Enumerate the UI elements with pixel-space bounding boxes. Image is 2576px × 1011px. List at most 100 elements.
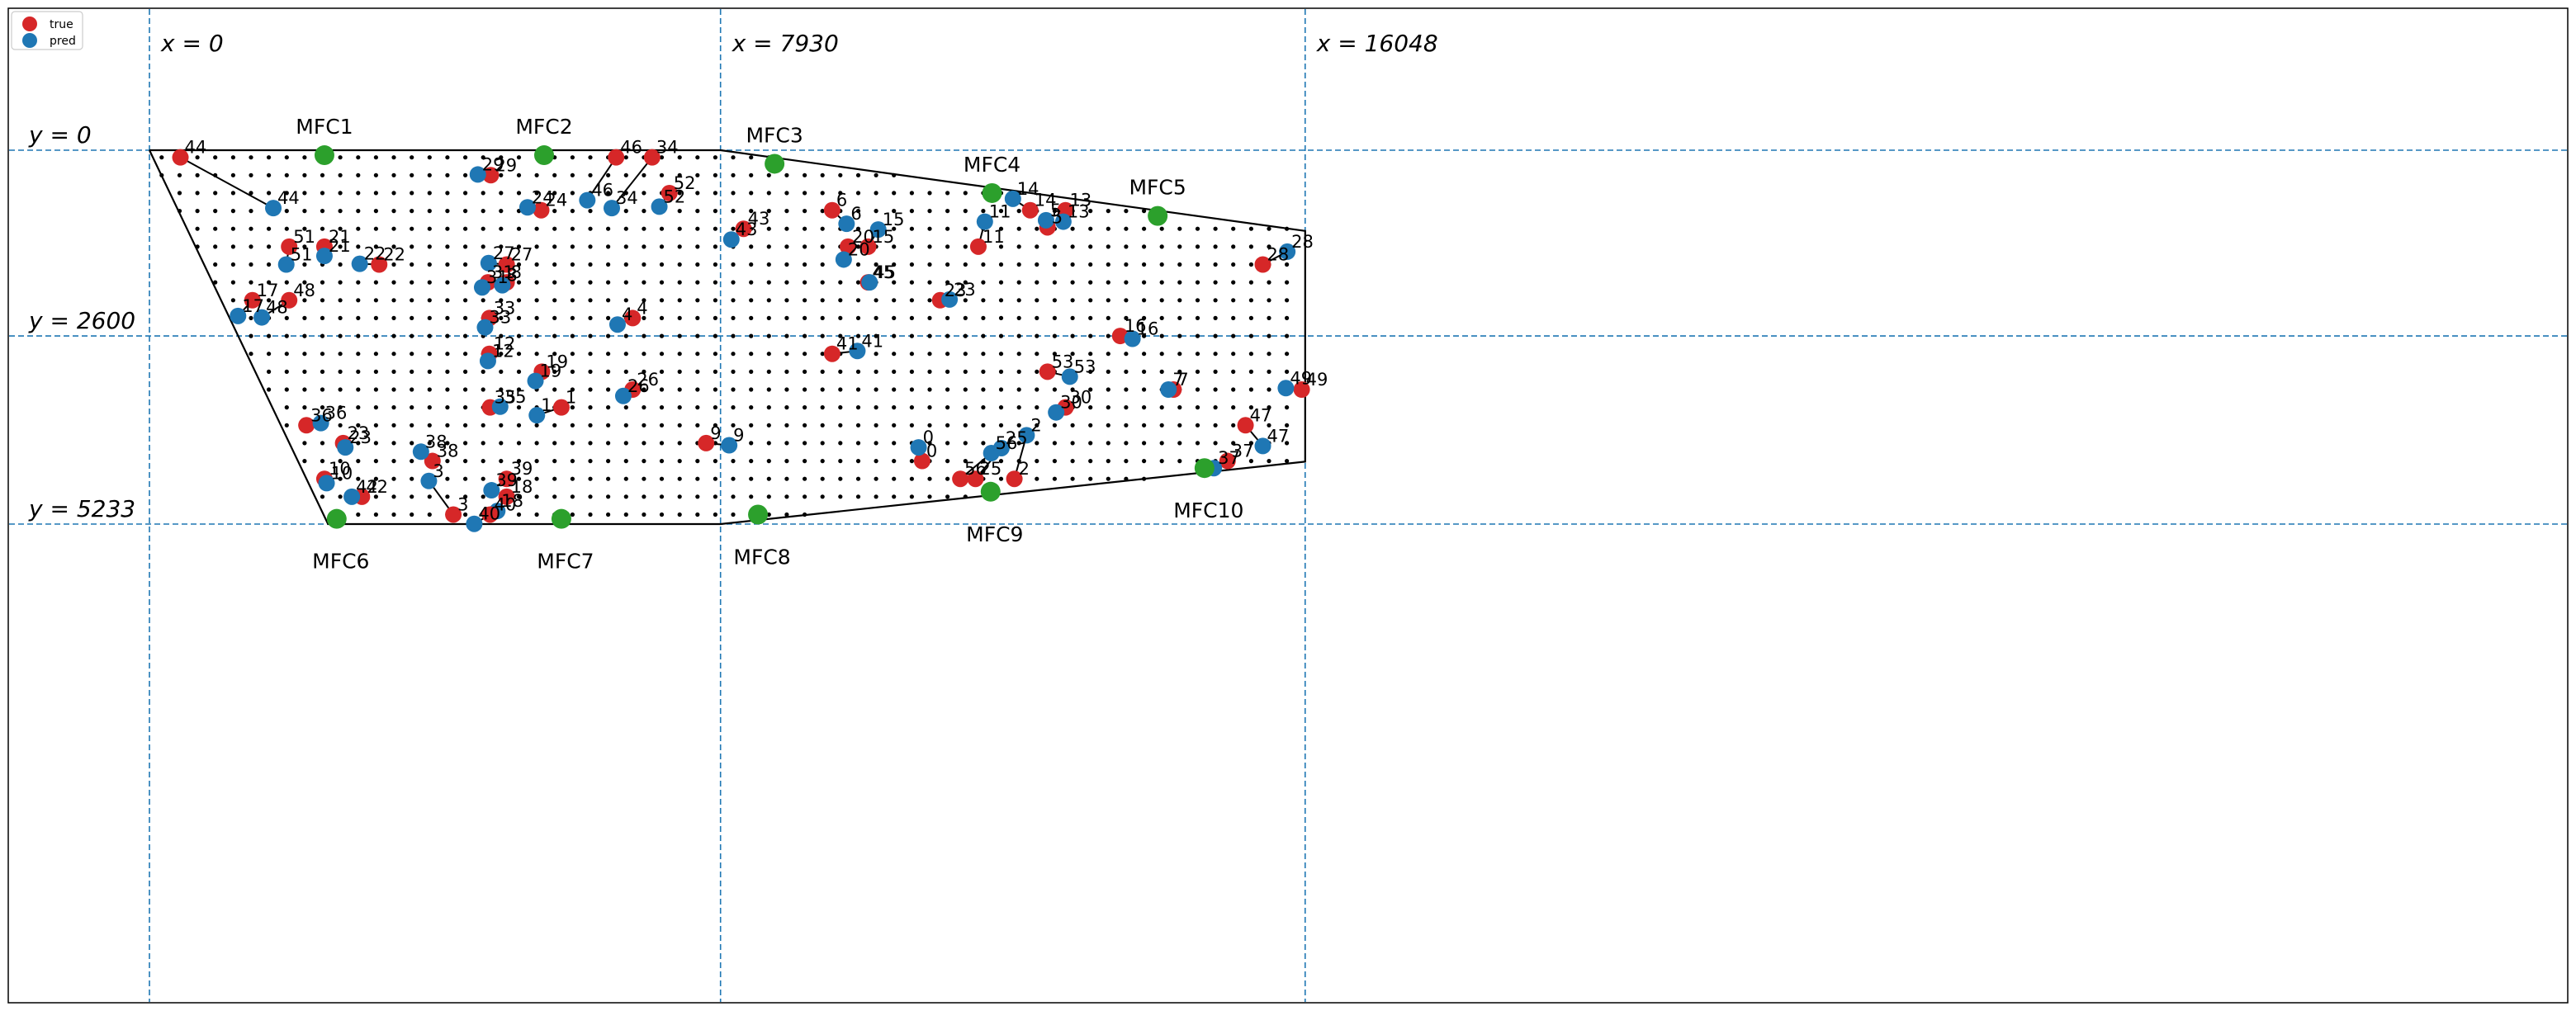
- grid-dot: [784, 298, 789, 303]
- grid-dot: [803, 494, 807, 499]
- grid-dot: [981, 209, 986, 214]
- grid-dot: [1016, 244, 1021, 249]
- grid-dot: [1016, 441, 1021, 446]
- grid-dot: [1124, 476, 1129, 481]
- true-point-label: 56: [964, 459, 987, 479]
- true-point: [244, 291, 261, 309]
- grid-dot: [1088, 476, 1093, 481]
- grid-dot: [1248, 441, 1253, 446]
- grid-dot: [552, 226, 557, 231]
- pred-point-label: 14: [1017, 179, 1039, 199]
- grid-dot: [1088, 226, 1093, 231]
- grid-dot: [1195, 441, 1200, 446]
- grid-dot: [766, 512, 771, 517]
- grid-dot: [1248, 352, 1253, 357]
- grid-dot: [516, 226, 522, 231]
- grid-dot: [302, 333, 307, 338]
- grid-dot: [820, 387, 825, 392]
- grid-dot: [749, 494, 754, 499]
- grid-dot: [659, 298, 665, 303]
- grid-dot: [1267, 387, 1271, 392]
- grid-dot: [713, 423, 718, 428]
- grid-dot: [516, 280, 522, 285]
- grid-dot: [855, 244, 861, 249]
- grid-dot: [945, 280, 950, 285]
- grid-dot: [766, 191, 771, 196]
- grid-dot: [695, 262, 700, 267]
- pred-point: [941, 291, 959, 308]
- grid-dot: [1052, 476, 1057, 481]
- grid-dot: [1070, 476, 1075, 481]
- grid-dot: [356, 191, 361, 196]
- pred-point: [473, 279, 490, 296]
- grid-dot: [1213, 315, 1218, 320]
- pred-point-label: 51: [291, 245, 313, 265]
- true-point-label: 36: [310, 405, 333, 425]
- domain-boundary: [149, 149, 1306, 526]
- grid-dot: [410, 512, 414, 517]
- grid-dot: [803, 423, 807, 428]
- grid-dot: [677, 405, 682, 410]
- true-point: [1219, 452, 1236, 470]
- pred-point-label: 31: [486, 267, 509, 287]
- grid-dot: [1052, 280, 1057, 285]
- grid-dot: [713, 226, 718, 231]
- grid-dot: [713, 244, 718, 249]
- grid-dot: [963, 244, 968, 249]
- grid-dot: [1177, 405, 1182, 410]
- grid-dot: [623, 441, 628, 446]
- grid-dot: [552, 423, 557, 428]
- grid-dot: [606, 244, 611, 249]
- grid-dot: [1213, 333, 1218, 338]
- grid-dot: [1248, 405, 1253, 410]
- pred-point: [519, 199, 536, 216]
- grid-dot: [606, 441, 611, 446]
- grid-dot: [1124, 387, 1129, 392]
- grid-dot: [338, 262, 343, 267]
- grid-dot: [766, 459, 771, 464]
- pred-point: [230, 307, 247, 324]
- grid-dot: [766, 244, 771, 249]
- true-point-label: 52: [674, 173, 696, 193]
- grid-dot: [373, 333, 378, 338]
- pred-point-label: 46: [591, 181, 613, 201]
- grid-dot: [427, 262, 432, 267]
- grid-dot: [874, 494, 878, 499]
- true-point-label: 24: [546, 191, 568, 210]
- grid-dot: [998, 280, 1004, 285]
- grid-dot: [410, 262, 414, 267]
- true-point: [172, 149, 189, 166]
- grid-dot: [463, 191, 468, 196]
- grid-dot: [534, 333, 539, 338]
- grid-dot: [963, 209, 968, 214]
- grid-dot: [623, 459, 628, 464]
- grid-dot: [1142, 209, 1147, 214]
- grid-dot: [1285, 423, 1290, 428]
- grid-dot: [1088, 352, 1093, 357]
- pred-point: [603, 200, 620, 217]
- grid-dot: [820, 315, 825, 320]
- grid-dot: [766, 387, 771, 392]
- grid-dot: [1177, 226, 1182, 231]
- grid-dot: [855, 459, 861, 464]
- grid-dot: [855, 172, 861, 177]
- grid-dot: [373, 155, 378, 160]
- grid-dot: [1070, 423, 1075, 428]
- grid-dot: [463, 262, 468, 267]
- grid-dot: [909, 298, 914, 303]
- grid-dot: [1231, 244, 1236, 249]
- grid-dot: [963, 423, 968, 428]
- grid-dot: [499, 441, 504, 446]
- grid-dot: [981, 387, 986, 392]
- mfc-marker: [1148, 206, 1168, 226]
- grid-dot: [320, 369, 325, 374]
- grid-dot: [588, 476, 593, 481]
- grid-dot: [623, 512, 628, 517]
- true-point-label: 30: [1070, 388, 1092, 408]
- grid-dot: [1106, 244, 1110, 249]
- pred-point-label: 34: [616, 188, 638, 208]
- grid-dot: [391, 441, 396, 446]
- grid-dot: [427, 244, 432, 249]
- grid-dot: [892, 333, 897, 338]
- grid-dot: [1285, 369, 1290, 374]
